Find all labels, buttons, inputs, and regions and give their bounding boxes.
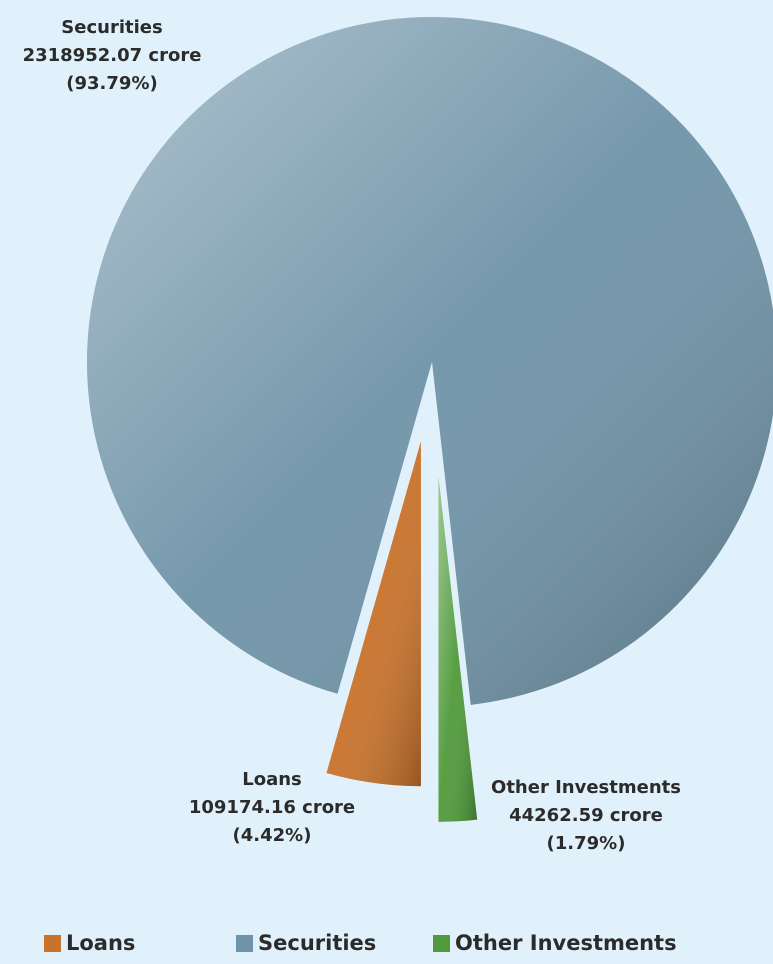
label-line: Securities (61, 17, 162, 38)
legend-swatch (236, 935, 253, 952)
label-line: (1.79%) (547, 833, 626, 854)
slice-shade (326, 441, 421, 787)
legend-swatch (44, 935, 61, 952)
label-line: 2318952.07 crore (23, 45, 202, 66)
label-line: 109174.16 crore (189, 797, 355, 818)
label-line: 44262.59 crore (509, 805, 663, 826)
data-label: Other Investments 44262.59 crore (1.79%) (491, 777, 681, 854)
data-label: Securities 2318952.07 crore (93.79%) (23, 17, 202, 94)
slice-shade (438, 476, 478, 822)
label-line: Loans (242, 769, 302, 790)
label-line: (93.79%) (66, 73, 157, 94)
legend-swatch (433, 935, 450, 952)
legend-label: Other Investments (455, 931, 677, 955)
slice-shade (87, 17, 773, 705)
label-line: (4.42%) (233, 825, 312, 846)
data-label: Loans 109174.16 crore (4.42%) (189, 769, 355, 846)
label-line: Other Investments (491, 777, 681, 798)
legend-label: Loans (66, 931, 135, 955)
legend-label: Securities (258, 931, 376, 955)
